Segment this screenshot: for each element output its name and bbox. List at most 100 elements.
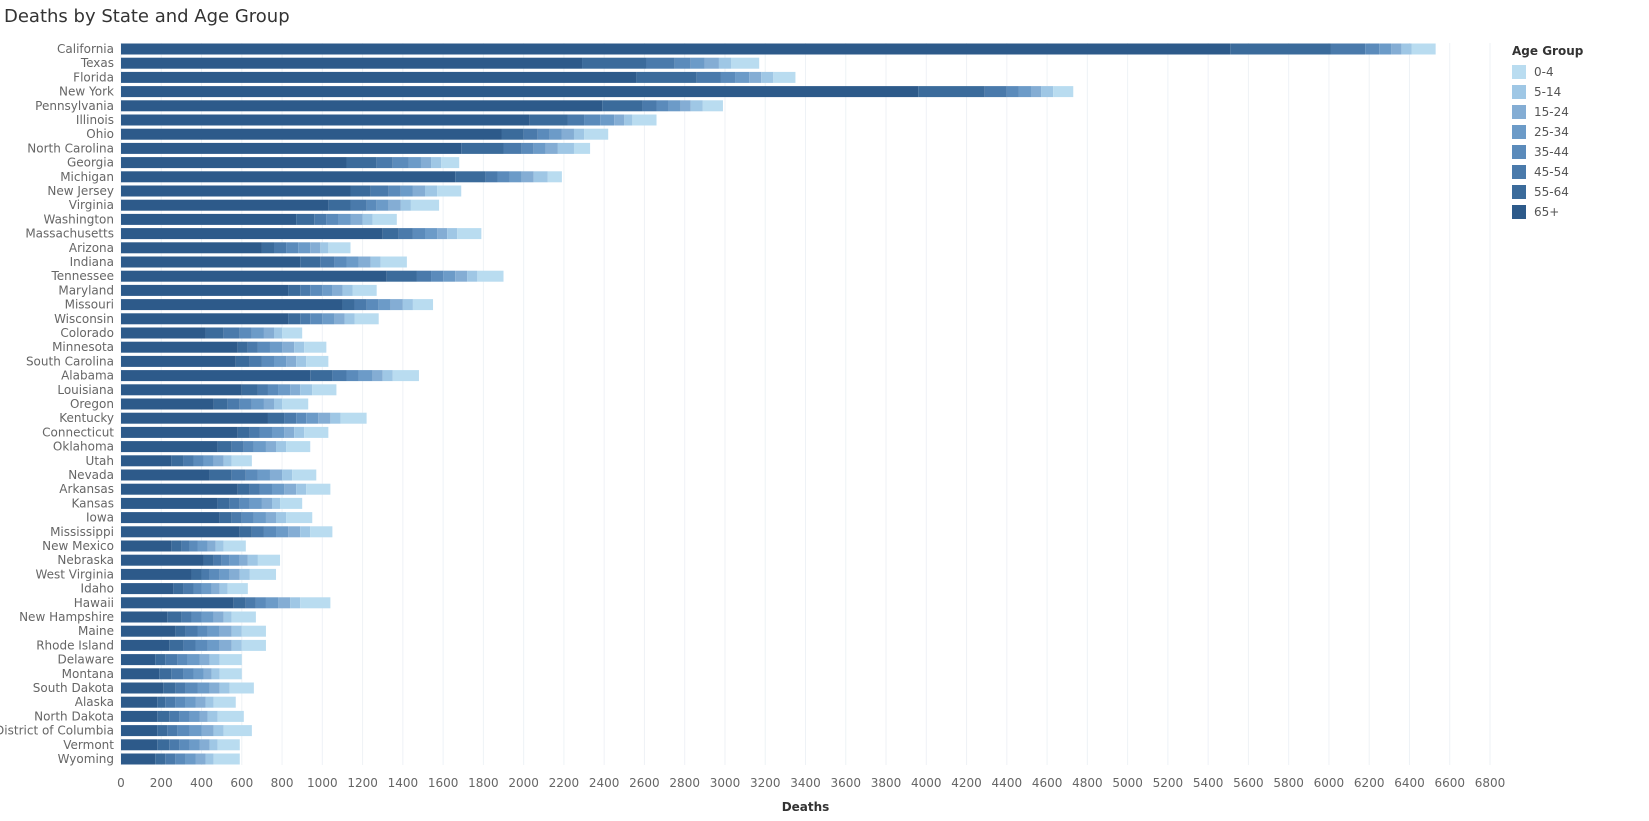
bar-arkansas-5-14: [296, 483, 307, 495]
bar-south-carolina-55-64: [235, 355, 250, 367]
x-tick-label: 3000: [710, 776, 741, 790]
bar-wisconsin-0-4: [354, 313, 379, 325]
legend-item[interactable]: 25-34: [1512, 122, 1583, 142]
bar-nevada-15-24: [269, 469, 283, 481]
bar-new-jersey-15-24: [412, 185, 425, 197]
state-label: Maine: [78, 624, 114, 638]
legend-swatch: [1512, 205, 1526, 219]
bar-new-mexico-45-54: [181, 540, 190, 552]
bar-nebraska-15-24: [239, 554, 248, 566]
bar-kansas-5-14: [271, 497, 281, 509]
bar-oregon-35-44: [239, 398, 252, 410]
bar-oklahoma-5-14: [276, 441, 287, 453]
x-tick-label: 6200: [1354, 776, 1385, 790]
state-label: California: [57, 42, 114, 56]
bar-south-dakota-45-54: [175, 682, 186, 694]
bar-new-hampshire-5-14: [223, 611, 232, 623]
bar-alabama-0-4: [392, 370, 419, 382]
bar-idaho-65+: [121, 583, 174, 595]
bar-delaware-25-34: [187, 654, 200, 666]
bar-oregon-5-14: [274, 398, 283, 410]
legend-item[interactable]: 55-64: [1512, 182, 1583, 202]
bar-minnesota-0-4: [304, 341, 327, 353]
bar-indiana-35-44: [334, 256, 347, 268]
bar-delaware-15-24: [199, 654, 210, 666]
bar-kansas-45-54: [229, 497, 240, 509]
state-label: New Jersey: [47, 184, 114, 198]
bar-virginia-25-34: [376, 199, 389, 211]
bar-mississippi-65+: [121, 526, 240, 538]
bar-utah-25-34: [203, 455, 214, 467]
state-label: Wyoming: [58, 752, 114, 766]
state-label: Kansas: [72, 496, 114, 510]
bar-nebraska-45-54: [213, 554, 222, 566]
bar-west-virginia-15-24: [229, 568, 240, 580]
bar-pennsylvania-55-64: [602, 100, 643, 112]
bar-maryland-5-14: [342, 284, 353, 296]
bar-south-dakota-5-14: [219, 682, 230, 694]
bar-massachusetts-45-54: [398, 228, 413, 240]
bar-kentucky-5-14: [330, 412, 341, 424]
x-tick-label: 2400: [589, 776, 620, 790]
bar-north-carolina-65+: [121, 142, 462, 154]
bar-north-carolina-15-24: [545, 142, 558, 154]
bar-kansas-55-64: [217, 497, 230, 509]
bar-georgia-5-14: [431, 157, 442, 169]
bar-nevada-55-64: [209, 469, 232, 481]
bar-arkansas-25-34: [271, 483, 285, 495]
legend-item[interactable]: 65+: [1512, 202, 1583, 222]
bar-rhode-island-45-54: [183, 639, 196, 651]
bar-oregon-45-54: [227, 398, 240, 410]
bar-utah-65+: [121, 455, 172, 467]
bar-nebraska-0-4: [257, 554, 281, 566]
bar-maine-35-44: [197, 625, 208, 637]
bar-idaho-35-44: [193, 583, 202, 595]
bar-louisiana-45-54: [257, 384, 268, 396]
bar-ohio-35-44: [537, 128, 550, 140]
bar-virginia-45-54: [350, 199, 367, 211]
bar-louisiana-65+: [121, 384, 242, 396]
x-tick-label: 2200: [549, 776, 580, 790]
bar-missouri-45-54: [354, 299, 367, 311]
bar-delaware-45-54: [165, 654, 178, 666]
state-label: Rhode Island: [36, 638, 114, 652]
bar-delaware-5-14: [209, 654, 220, 666]
bar-mississippi-55-64: [239, 526, 252, 538]
bar-iowa-25-34: [253, 512, 266, 524]
bar-louisiana-35-44: [267, 384, 279, 396]
legend-swatch: [1512, 105, 1526, 119]
bar-tennessee-55-64: [386, 270, 417, 282]
legend-item[interactable]: 35-44: [1512, 142, 1583, 162]
bar-alaska-55-64: [157, 696, 166, 708]
state-label: Utah: [86, 454, 114, 468]
bar-massachusetts-35-44: [412, 228, 425, 240]
state-label: New Mexico: [42, 539, 114, 553]
bar-kentucky-55-64: [267, 412, 285, 424]
legend-item[interactable]: 5-14: [1512, 82, 1583, 102]
bar-south-dakota-25-34: [197, 682, 210, 694]
bar-arizona-55-64: [261, 242, 275, 254]
bar-south-carolina-25-34: [274, 355, 287, 367]
bar-michigan-15-24: [521, 171, 534, 183]
bar-hawaii-5-14: [290, 597, 301, 609]
legend-item[interactable]: 45-54: [1512, 162, 1583, 182]
bar-nebraska-25-34: [229, 554, 240, 566]
legend-item[interactable]: 15-24: [1512, 102, 1583, 122]
bar-maine-25-34: [207, 625, 220, 637]
bar-north-carolina-5-14: [557, 142, 574, 154]
bar-massachusetts-15-24: [437, 228, 448, 240]
state-label: Georgia: [67, 156, 114, 170]
x-tick-label: 400: [190, 776, 213, 790]
legend-item[interactable]: 0-4: [1512, 62, 1583, 82]
bar-new-york-5-14: [1041, 86, 1054, 98]
bar-arkansas-15-24: [284, 483, 297, 495]
bar-arkansas-55-64: [237, 483, 250, 495]
state-label: Pennsylvania: [35, 99, 114, 113]
bar-west-virginia-0-4: [249, 568, 277, 580]
state-label: Maryland: [58, 283, 114, 297]
bar-texas-25-34: [690, 57, 705, 69]
page-title: Deaths by State and Age Group: [4, 6, 290, 27]
bar-illinois-55-64: [529, 114, 568, 126]
legend-title: Age Group: [1512, 44, 1584, 58]
bar-nevada-65+: [121, 469, 210, 481]
